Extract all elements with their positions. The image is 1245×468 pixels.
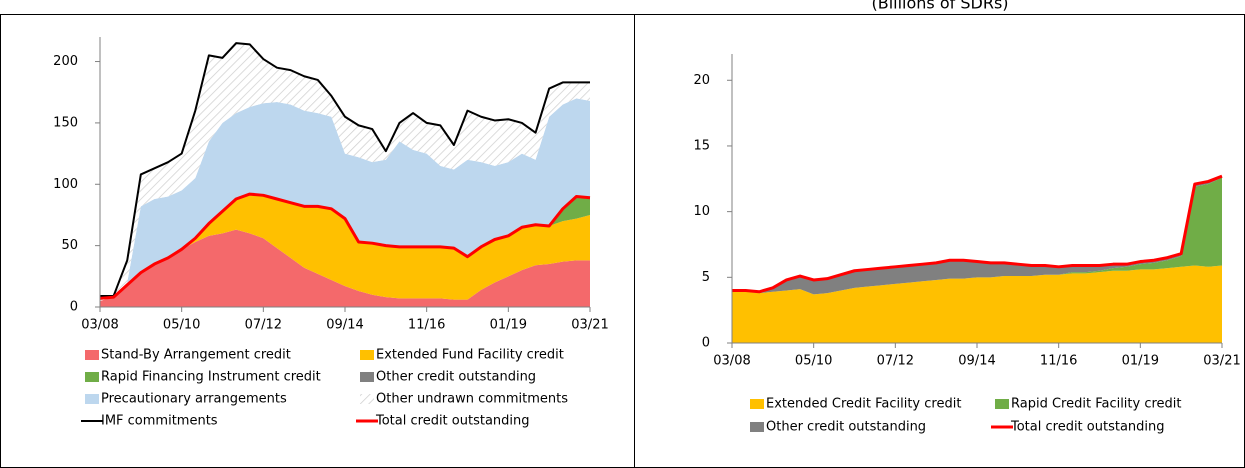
legend-swatch — [750, 399, 764, 409]
line — [99, 192, 591, 300]
legend-swatch — [995, 399, 1009, 409]
x-tick-label: 05/10 — [163, 318, 200, 333]
legend-label: Extended Fund Facility credit — [376, 348, 564, 363]
y-tick-label: 200 — [53, 54, 78, 69]
legend-label: Rapid Credit Facility credit — [1011, 397, 1182, 412]
x-tick-label: 03/21 — [1203, 354, 1240, 369]
legend-swatch — [85, 372, 99, 382]
line — [732, 174, 1223, 294]
legend-label: Rapid Financing Instrument credit — [101, 370, 321, 385]
legend-label: Precautionary arrangements — [101, 392, 287, 407]
legend-label: Other undrawn commitments — [376, 392, 568, 407]
legend-label: Other credit outstanding — [376, 370, 536, 385]
y-tick-label: 0 — [702, 336, 710, 351]
legend-label: Stand-By Arrangement credit — [101, 348, 291, 363]
legend-label: Other credit outstanding — [766, 420, 926, 435]
x-tick-label: 07/12 — [245, 318, 282, 333]
y-tick-label: 5 — [702, 270, 710, 285]
x-tick-label: 09/14 — [958, 354, 995, 369]
legend-swatch — [360, 350, 374, 360]
y-tick-label: 50 — [61, 238, 78, 253]
header: (Billions of SDRs) — [871, 0, 1008, 13]
legend-swatch — [85, 350, 99, 360]
area — [100, 43, 590, 301]
area — [100, 229, 590, 307]
x-tick-label: 05/10 — [795, 354, 832, 369]
legend-swatch — [360, 372, 374, 382]
legend-swatch — [360, 394, 374, 404]
x-tick-label: 03/21 — [571, 318, 608, 333]
line — [100, 42, 590, 297]
y-tick-label: 100 — [53, 177, 78, 192]
x-tick-label: 11/16 — [408, 318, 445, 333]
x-tick-label: 11/16 — [1040, 354, 1077, 369]
area — [100, 194, 590, 301]
y-tick-label: 15 — [693, 138, 710, 153]
x-tick-label: 03/08 — [713, 354, 750, 369]
legend-label: Extended Credit Facility credit — [766, 397, 961, 412]
x-tick-label: 03/08 — [81, 318, 118, 333]
y-tick-label: 20 — [693, 73, 710, 88]
y-tick-label: 10 — [693, 204, 710, 219]
area — [732, 265, 1222, 343]
area — [100, 98, 590, 301]
legend-label: Total credit outstanding — [375, 414, 530, 429]
header-band — [0, 0, 1245, 14]
legend-label: IMF commitments — [101, 414, 218, 429]
x-tick-label: 01/19 — [1122, 354, 1159, 369]
y-tick-label: 0 — [70, 300, 78, 315]
y-tick-label: 150 — [53, 115, 78, 130]
area — [732, 176, 1222, 295]
legend-swatch — [85, 394, 99, 404]
legend-label: Total credit outstanding — [1010, 420, 1165, 435]
x-tick-label: 09/14 — [326, 318, 363, 333]
x-tick-label: 07/12 — [877, 354, 914, 369]
x-tick-label: 01/19 — [490, 318, 527, 333]
legend-swatch — [750, 422, 764, 432]
